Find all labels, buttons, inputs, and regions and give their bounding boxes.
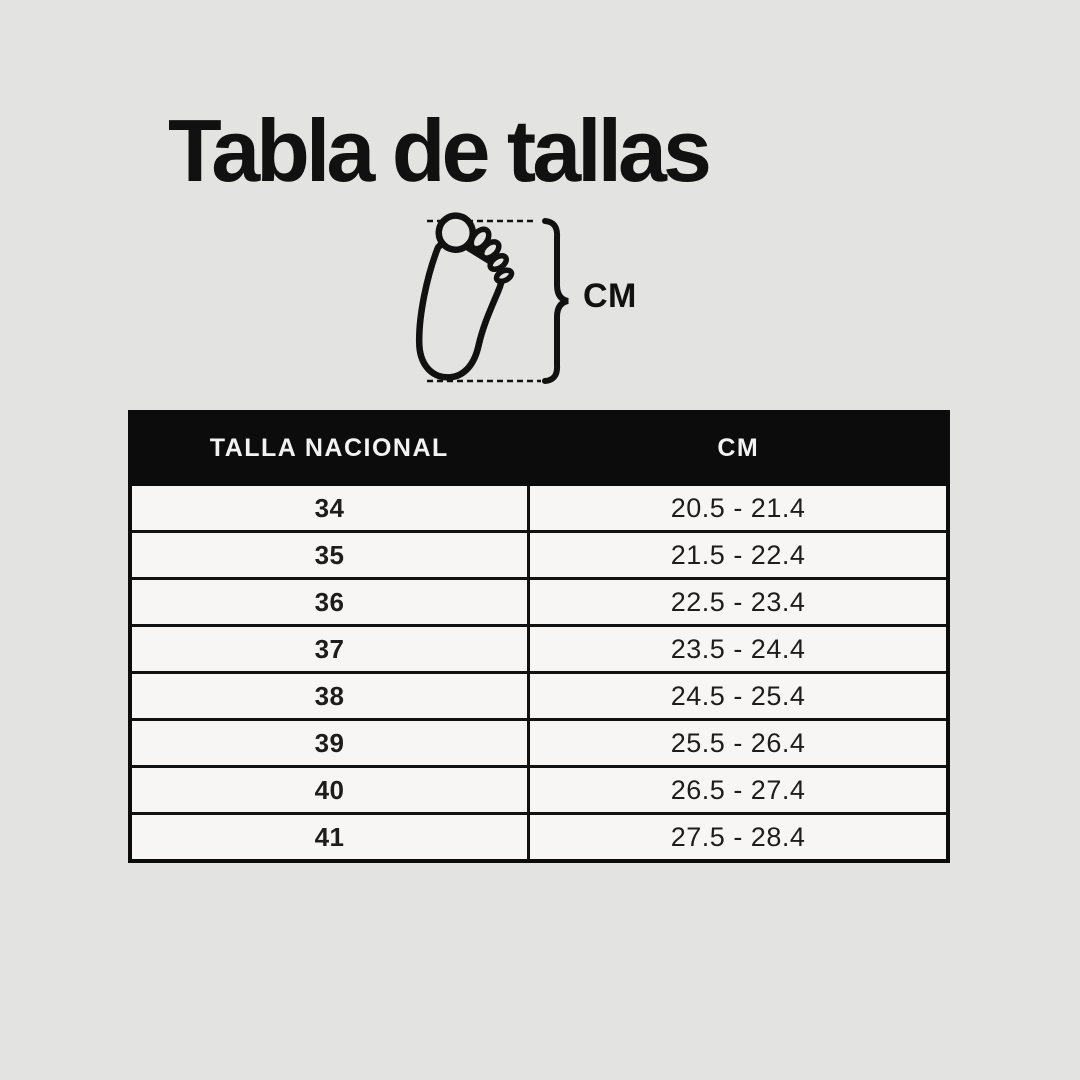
size-table-header: TALLA NACIONAL CM: [128, 410, 951, 486]
table-row: 38 24.5 - 25.4: [128, 671, 950, 721]
foot-sole-outline: [415, 212, 515, 381]
cm-range-cell: 24.5 - 25.4: [527, 671, 950, 721]
cm-unit-label: CM: [583, 277, 637, 315]
foot-icon: [415, 212, 569, 384]
col-header-cm: CM: [526, 410, 951, 486]
col-header-talla-nacional: TALLA NACIONAL: [128, 410, 531, 486]
cm-range-cell: 27.5 - 28.4: [527, 812, 950, 863]
table-row: 36 22.5 - 23.4: [128, 577, 950, 627]
size-cell: 34: [128, 482, 531, 533]
size-cell: 40: [128, 765, 531, 815]
size-table-container: TALLA NACIONAL CM 34 20.5 - 21.4 35 21.5…: [128, 410, 951, 863]
table-row: 37 23.5 - 24.4: [128, 624, 950, 674]
cm-range-cell: 26.5 - 27.4: [527, 765, 950, 815]
cm-range-cell: 25.5 - 26.4: [527, 718, 950, 768]
table-row: 39 25.5 - 26.4: [128, 718, 950, 768]
measurement-brace: [542, 218, 569, 384]
cm-range-cell: 23.5 - 24.4: [527, 624, 950, 674]
foot-measurement-illustration: CM: [415, 205, 665, 395]
table-row: 35 21.5 - 22.4: [128, 530, 950, 580]
cm-range-cell: 20.5 - 21.4: [527, 482, 950, 533]
cm-range-cell: 21.5 - 22.4: [527, 530, 950, 580]
size-cell: 35: [128, 530, 531, 580]
size-cell: 39: [128, 718, 531, 768]
page-title: Tabla de tallas: [168, 101, 712, 200]
table-row: 40 26.5 - 27.4: [128, 765, 950, 815]
cm-range-cell: 22.5 - 23.4: [527, 577, 950, 627]
size-cell: 41: [128, 812, 531, 863]
size-table-body: 34 20.5 - 21.4 35 21.5 - 22.4 36 22.5 - …: [128, 482, 950, 863]
size-cell: 38: [128, 671, 531, 721]
table-row: 41 27.5 - 28.4: [128, 812, 950, 863]
size-cell: 37: [128, 624, 531, 674]
size-cell: 36: [128, 577, 531, 627]
header-row: TALLA NACIONAL CM: [128, 410, 951, 486]
table-row: 34 20.5 - 21.4: [128, 482, 950, 533]
size-table: TALLA NACIONAL CM 34 20.5 - 21.4 35 21.5…: [128, 410, 951, 863]
